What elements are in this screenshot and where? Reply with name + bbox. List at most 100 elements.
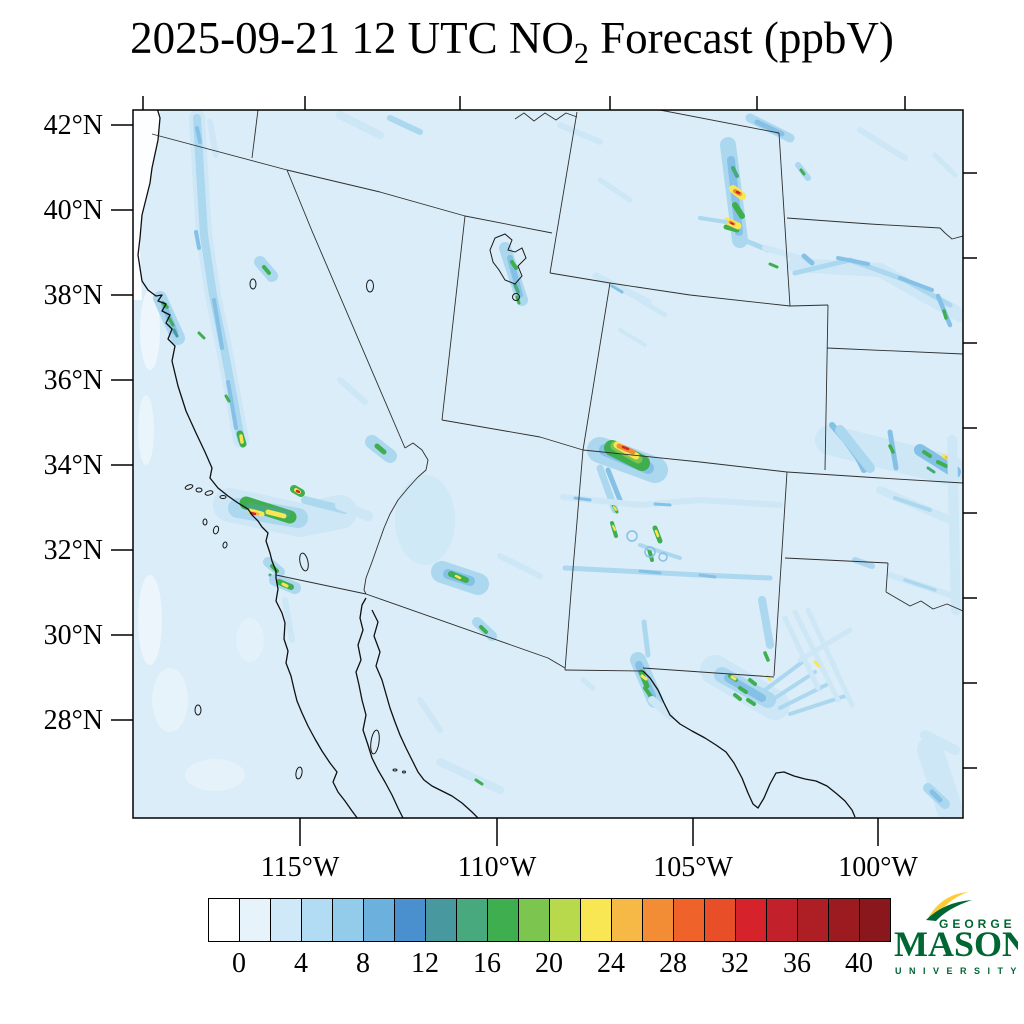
state-border	[885, 562, 889, 593]
island-outline	[202, 518, 208, 526]
island-outline	[222, 541, 228, 549]
no2-plume	[557, 122, 603, 145]
logo-mason: MASON	[894, 924, 1018, 964]
no2-plume	[727, 156, 743, 236]
colorbar-tick-label: 32	[721, 948, 749, 979]
state-border	[549, 111, 578, 274]
colorbar-segment	[798, 899, 829, 941]
island-outline	[195, 487, 203, 493]
colorbar-segment	[736, 899, 767, 941]
state-border	[564, 449, 584, 671]
no2-plume	[724, 674, 766, 702]
no2-plume	[758, 596, 774, 649]
no2-plume	[936, 460, 948, 468]
colorbar-segment	[550, 899, 581, 941]
no2-plume	[337, 377, 368, 405]
no2-plume	[852, 557, 875, 569]
colorbar-segment	[333, 899, 364, 941]
state-border	[251, 110, 259, 159]
map-axes: 42°N 40°N 38°N 36°N 34°N 32°N 30°N 28°N 115°W 110…	[44, 96, 977, 883]
colorbar-segment	[240, 899, 271, 941]
state-border	[582, 449, 788, 473]
no2-plume	[282, 597, 295, 643]
island-outline	[212, 525, 220, 535]
no2-plume	[730, 222, 734, 225]
no2-plume	[612, 525, 616, 531]
colorbar-segment	[674, 899, 705, 941]
no2-plume	[857, 127, 908, 161]
no2-plume	[207, 119, 219, 158]
colorbar-segment	[364, 899, 395, 941]
no2-plume	[497, 553, 543, 579]
colorbar	[208, 898, 891, 942]
no2-plume	[281, 582, 289, 588]
colorbar-segment	[767, 899, 798, 941]
logo-university: U N I V E R S I T Y	[895, 966, 1018, 976]
island-outline	[204, 490, 214, 496]
state-border	[786, 471, 963, 484]
map-canvas	[133, 110, 963, 818]
lon-tick-label: 110°W	[458, 852, 537, 883]
state-border	[582, 282, 611, 451]
no2-plume	[295, 489, 301, 494]
no2-plume	[723, 224, 740, 233]
state-border	[885, 591, 963, 612]
colorbar-segment	[612, 899, 643, 941]
state-border	[441, 215, 466, 421]
no2-plume	[436, 758, 504, 794]
ocean-white-patch	[140, 290, 160, 370]
lat-tick-label: 34°N	[44, 450, 103, 481]
no2-plume	[653, 502, 672, 507]
no2-plume	[932, 152, 958, 178]
lat-tick-label: 40°N	[44, 195, 103, 226]
no2-plume	[265, 509, 287, 519]
no2-plume	[770, 670, 817, 702]
state-border	[659, 110, 780, 134]
no2-plume	[249, 511, 257, 516]
state-border	[773, 471, 788, 677]
no2-plume	[748, 678, 757, 686]
no2-plume-ring	[658, 552, 668, 562]
no2-plume	[336, 111, 384, 139]
no2-plume	[239, 434, 244, 444]
no2-plume	[898, 276, 934, 292]
no2-plume-ring	[644, 546, 656, 558]
no2-plume	[194, 230, 201, 250]
colorbar-segment	[829, 899, 860, 941]
coastline	[137, 110, 359, 818]
island-outline	[392, 768, 398, 772]
no2-plume	[746, 698, 756, 706]
no2-plume	[929, 789, 943, 803]
no2-plume	[580, 677, 596, 691]
no2-plume	[618, 328, 647, 347]
title-subscript: 2	[573, 37, 589, 70]
no2-plume	[172, 328, 179, 338]
no2-plume	[262, 265, 271, 275]
colorbar-labels: 0 4 8 12 16 20 24 28 32 36 40	[208, 948, 890, 982]
no2-plume	[479, 625, 488, 634]
state-border	[286, 169, 406, 449]
no2-plume	[226, 380, 238, 430]
colorbar-segment	[302, 899, 333, 941]
no2-plume	[768, 262, 779, 269]
no2-plume	[792, 257, 953, 308]
no2-plume	[947, 435, 961, 615]
state-border	[275, 574, 367, 595]
lat-tick-label: 28°N	[44, 705, 103, 736]
no2-plume	[610, 284, 624, 294]
colorbar-segment	[705, 899, 736, 941]
no2-plume	[573, 496, 592, 502]
no2-plume	[799, 168, 806, 176]
no2-plume	[605, 467, 623, 503]
no2-plume	[638, 569, 662, 575]
no2-plume	[621, 445, 630, 451]
no2-plume	[920, 730, 960, 755]
state-border	[363, 476, 419, 595]
colorbar-tick-label: 12	[411, 948, 439, 979]
no2-plume	[922, 450, 932, 458]
state-border	[549, 272, 829, 307]
lon-tick-label: 115°W	[261, 852, 340, 883]
coastline	[642, 670, 856, 818]
no2-plume	[805, 607, 855, 708]
